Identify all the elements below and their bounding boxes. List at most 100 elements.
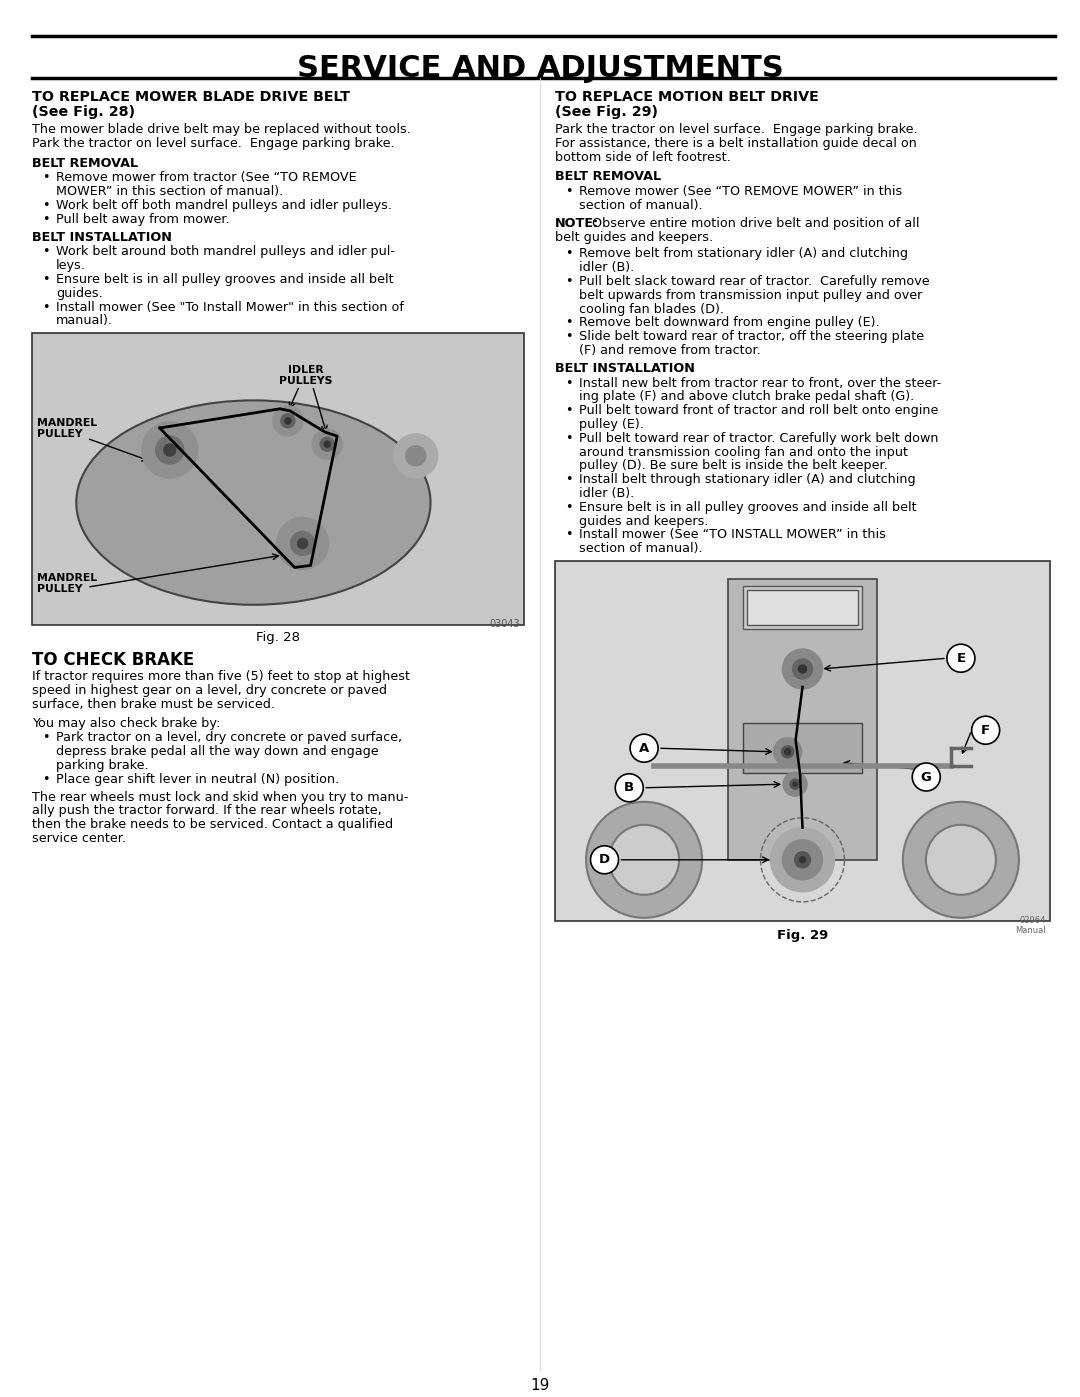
Circle shape [630,735,658,763]
Text: guides and keepers.: guides and keepers. [579,514,708,528]
Text: ally push the tractor forward. If the rear wheels rotate,: ally push the tractor forward. If the re… [32,805,381,817]
Circle shape [903,802,1018,918]
Text: BELT INSTALLATION: BELT INSTALLATION [32,231,172,243]
Text: idler (B).: idler (B). [579,488,634,500]
Circle shape [926,824,996,895]
Text: Install new belt from tractor rear to front, over the steer-: Install new belt from tractor rear to fr… [579,377,942,390]
Text: •: • [565,316,572,330]
Text: TO REPLACE MOTION BELT DRIVE: TO REPLACE MOTION BELT DRIVE [555,89,819,103]
Circle shape [586,802,702,918]
Text: Ensure belt is in all pulley grooves and inside all belt: Ensure belt is in all pulley grooves and… [56,272,393,286]
Text: NOTE:: NOTE: [555,217,599,229]
Text: •: • [565,186,572,198]
Circle shape [406,446,426,465]
Text: leys.: leys. [56,260,86,272]
Circle shape [785,749,791,754]
Circle shape [799,856,806,863]
Circle shape [312,429,342,460]
Text: BELT REMOVAL: BELT REMOVAL [555,170,661,183]
Text: •: • [42,732,50,745]
Text: •: • [42,172,50,184]
Text: •: • [42,300,50,313]
Text: around transmission cooling fan and onto the input: around transmission cooling fan and onto… [579,446,908,458]
Circle shape [273,405,302,436]
Text: Park the tractor on level surface.  Engage parking brake.: Park the tractor on level surface. Engag… [555,123,918,136]
Text: Slide belt toward rear of tractor, off the steering plate: Slide belt toward rear of tractor, off t… [579,330,924,344]
Text: •: • [565,432,572,444]
Text: •: • [42,246,50,258]
Circle shape [324,441,330,447]
Text: Pull belt slack toward rear of tractor.  Carefully remove: Pull belt slack toward rear of tractor. … [579,275,930,288]
Text: Work belt around both mandrel pulleys and idler pul-: Work belt around both mandrel pulleys an… [56,246,395,258]
Text: Park the tractor on level surface.  Engage parking brake.: Park the tractor on level surface. Engag… [32,137,394,149]
Text: ing plate (F) and above clutch brake pedal shaft (G).: ing plate (F) and above clutch brake ped… [579,390,915,404]
Text: Pull belt toward rear of tractor. Carefully work belt down: Pull belt toward rear of tractor. Carefu… [579,432,939,444]
Text: 19: 19 [530,1377,550,1393]
Circle shape [281,414,295,427]
Text: (F) and remove from tractor.: (F) and remove from tractor. [579,344,760,358]
Text: PULLEYS: PULLEYS [279,376,333,387]
Circle shape [298,538,308,549]
Text: Fig. 29: Fig. 29 [777,929,828,942]
Circle shape [773,738,801,766]
Text: A: A [639,742,649,754]
Text: (See Fig. 29): (See Fig. 29) [555,105,658,119]
Text: parking brake.: parking brake. [56,759,149,773]
Bar [555,562,1050,921]
Text: bottom side of left footrest.: bottom side of left footrest. [555,151,731,163]
Circle shape [972,717,1000,745]
Text: MOWER” in this section of manual).: MOWER” in this section of manual). [56,186,283,198]
Text: Remove mower (See “TO REMOVE MOWER” in this: Remove mower (See “TO REMOVE MOWER” in t… [579,186,902,198]
Bar [32,334,524,626]
Text: D: D [599,854,610,866]
Circle shape [798,665,807,673]
Text: pulley (E).: pulley (E). [579,418,644,432]
Circle shape [793,659,812,679]
Text: Pull belt away from mower.: Pull belt away from mower. [56,212,230,226]
Text: •: • [42,773,50,785]
Circle shape [616,774,644,802]
Text: BELT REMOVAL: BELT REMOVAL [32,156,138,169]
Text: •: • [565,474,572,486]
Text: guides.: guides. [56,286,103,300]
Circle shape [782,746,794,757]
Text: Install mower (See “TO INSTALL MOWER” in this: Install mower (See “TO INSTALL MOWER” in… [579,528,886,542]
Bar [728,578,877,859]
Text: Install belt through stationary idler (A) and clutching: Install belt through stationary idler (A… [579,474,916,486]
Text: cooling fan blades (D).: cooling fan blades (D). [579,303,724,316]
Circle shape [791,780,800,789]
Circle shape [164,444,176,455]
Text: Install mower (See "To Install Mower" in this section of: Install mower (See "To Install Mower" in… [56,300,404,313]
Text: E: E [956,651,966,665]
Text: IDLER: IDLER [287,366,323,376]
Text: G: G [921,771,932,784]
Text: depress brake pedal all the way down and engage: depress brake pedal all the way down and… [56,745,379,759]
Text: B: B [624,781,634,795]
Text: The mower blade drive belt may be replaced without tools.: The mower blade drive belt may be replac… [32,123,410,136]
Bar [747,590,858,626]
Circle shape [913,763,941,791]
Text: then the brake needs to be serviced. Contact a qualified: then the brake needs to be serviced. Con… [32,819,393,831]
Text: Remove belt from stationary idler (A) and clutching: Remove belt from stationary idler (A) an… [579,247,908,260]
Circle shape [783,840,823,880]
Text: speed in highest gear on a level, dry concrete or paved: speed in highest gear on a level, dry co… [32,685,387,697]
Text: •: • [565,275,572,288]
Text: •: • [42,212,50,226]
Text: Place gear shift lever in neutral (N) position.: Place gear shift lever in neutral (N) po… [56,773,339,785]
Text: •: • [565,404,572,418]
Circle shape [795,852,810,868]
Text: For assistance, there is a belt installation guide decal on: For assistance, there is a belt installa… [555,137,917,149]
Text: belt guides and keepers.: belt guides and keepers. [555,231,713,243]
Circle shape [783,650,823,689]
Text: surface, then brake must be serviced.: surface, then brake must be serviced. [32,697,275,711]
Text: •: • [565,377,572,390]
Text: Observe entire motion drive belt and position of all: Observe entire motion drive belt and pos… [592,217,919,229]
Text: Park tractor on a level, dry concrete or paved surface,: Park tractor on a level, dry concrete or… [56,732,402,745]
Bar [743,724,862,774]
Text: •: • [565,528,572,542]
Circle shape [156,436,184,464]
Text: MANDREL: MANDREL [37,418,97,427]
Text: F: F [981,724,990,736]
Text: 03043: 03043 [489,619,519,629]
Text: pulley (D). Be sure belt is inside the belt keeper.: pulley (D). Be sure belt is inside the b… [579,460,888,472]
